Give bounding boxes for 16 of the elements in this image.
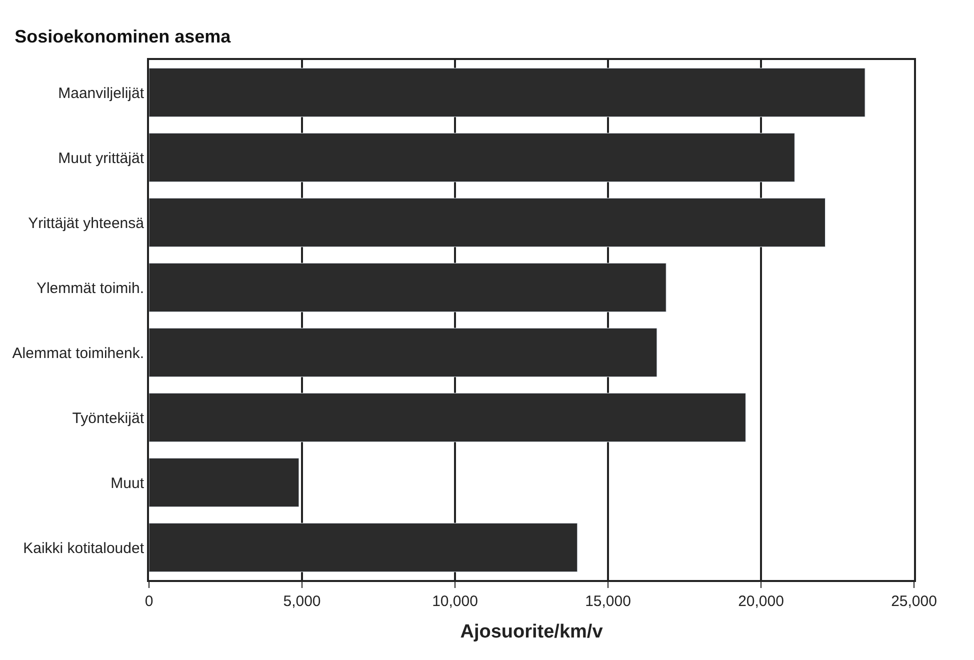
chart-title: Sosioekonominen asema — [14, 26, 232, 46]
y-tick-label: Ylemmät toimih. — [36, 280, 144, 297]
y-tick-label: Muut — [110, 474, 145, 492]
y-tick-label: Muut yrittäjät — [58, 150, 145, 167]
x-tick-label: 15,000 — [585, 593, 631, 610]
x-axis-title: Ajosuorite/km/v — [460, 621, 604, 642]
y-tick-label: Maanviljelijät — [58, 84, 145, 102]
x-tick-label: 20,000 — [738, 593, 784, 610]
x-tick-label: 10,000 — [432, 593, 478, 610]
y-tick-label: Alemmat toimihenk. — [12, 344, 144, 362]
y-tick-label: Kaikki kotitaloudet — [23, 540, 145, 557]
x-tick-label: 25,000 — [891, 593, 937, 610]
y-tick-label: Työntekijät — [72, 410, 145, 427]
x-tick-label: 5,000 — [283, 593, 321, 610]
x-tick-label: 0 — [144, 593, 154, 610]
y-tick-label: Yrittäjät yhteensä — [28, 214, 145, 232]
